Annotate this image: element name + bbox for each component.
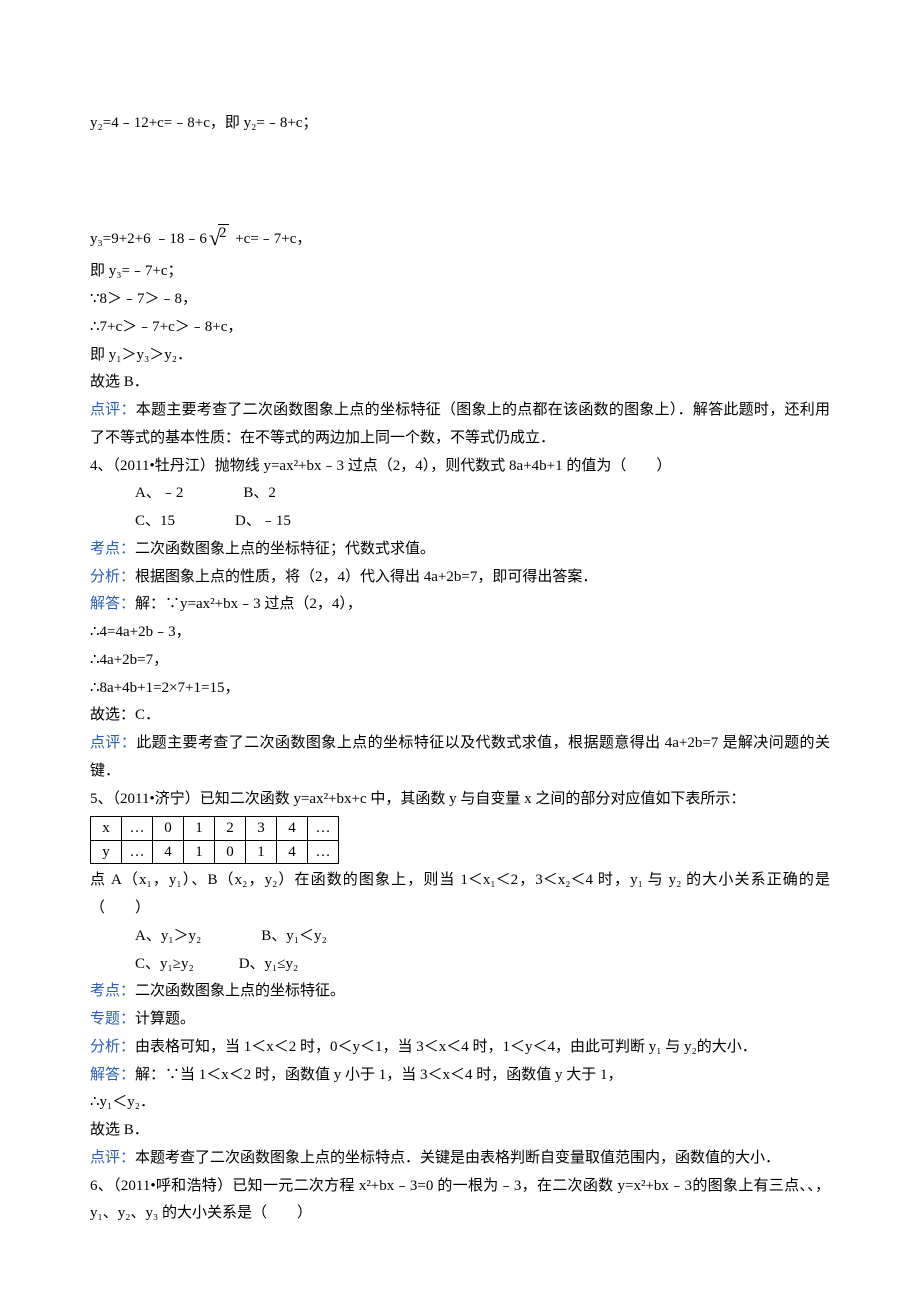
question-4: 4、（2011•牡丹江）抛物线 y=ax²+bx﹣3 过点（2，4），则代数式 … xyxy=(90,453,830,481)
label-comment: 点评： xyxy=(90,402,136,418)
label-dianping: 点评： xyxy=(90,1150,135,1166)
q5-options-cd: C、y₁≥y₂ D、y₁≤y₂ xyxy=(90,951,830,979)
label-fenxi: 分析： xyxy=(90,569,135,585)
q4-step1: ∴4=4a+2b﹣3， xyxy=(90,619,830,647)
label-zhuanti: 专题： xyxy=(90,1011,135,1027)
q5-step2: 故选 B． xyxy=(90,1117,830,1145)
label-kaodian: 考点： xyxy=(90,983,135,999)
question-6: 6、（2011•呼和浩特）已知一元二次方程 x²+bx﹣3=0 的一根为﹣3，在… xyxy=(90,1173,830,1229)
table-row: x…01234… xyxy=(91,817,339,841)
label-kaodian: 考点： xyxy=(90,541,135,557)
line-select-b: 故选 B． xyxy=(90,369,830,397)
q5-kaodian: 考点：二次函数图象上点的坐标特征。 xyxy=(90,978,830,1006)
question-5: 5、（2011•济宁）已知二次函数 y=ax²+bx+c 中，其函数 y 与自变… xyxy=(90,786,830,814)
q4-step3: ∴8a+4b+1=2×7+1=15， xyxy=(90,675,830,703)
y3-pre: y₃=9+2+6 ﹣18﹣6 xyxy=(90,231,207,247)
line-order: 即 y₁＞y₃＞y₂． xyxy=(90,342,830,370)
q4-jieda: 解答：解：∵y=ax²+bx﹣3 过点（2，4）， xyxy=(90,591,830,619)
q4-step4: 故选：C． xyxy=(90,702,830,730)
label-fenxi: 分析： xyxy=(90,1039,135,1055)
q4-dianping: 点评：此题主要考查了二次函数图象上点的坐标特征以及代数式求值，根据题意得出 4a… xyxy=(90,730,830,786)
value-table: x…01234… y…41014… xyxy=(90,816,339,864)
q5-options-ab: A、y₁＞y₂ B、y₁＜y₂ xyxy=(90,923,830,951)
line-y3-expr: y₃=9+2+6 ﹣18﹣6√2 +c=﹣7+c， xyxy=(90,218,830,259)
label-jieda: 解答： xyxy=(90,596,135,612)
q5-step1: ∴y₁＜y₂． xyxy=(90,1089,830,1117)
line-ineq1: ∵8＞﹣7＞﹣8， xyxy=(90,286,830,314)
q5-jieda: 解答：解：∵当 1＜x＜2 时，函数值 y 小于 1，当 3＜x＜4 时，函数值… xyxy=(90,1062,830,1090)
line-ineq2: ∴7+c＞﹣7+c＞﹣8+c， xyxy=(90,314,830,342)
q4-fenxi: 分析：根据图象上点的性质，将（2，4）代入得出 4a+2b=7，即可得出答案． xyxy=(90,564,830,592)
q5-text: 点 A（x₁，y₁）、B（x₂，y₂）在函数的图象上，则当 1＜x₁＜2，3＜x… xyxy=(90,867,830,923)
label-jieda: 解答： xyxy=(90,1067,135,1083)
q5-zhuanti: 专题：计算题。 xyxy=(90,1006,830,1034)
q4-options-ab: A、﹣2 B、2 xyxy=(90,480,830,508)
q4-step2: ∴4a+2b=7， xyxy=(90,647,830,675)
sqrt-icon: √2 xyxy=(209,218,230,259)
table-row: y…41014… xyxy=(91,840,339,864)
y3-post: +c=﹣7+c， xyxy=(231,231,311,247)
q4-kaodian: 考点：二次函数图象上点的坐标特征；代数式求值。 xyxy=(90,536,830,564)
line-y2: y₂=4﹣12+c=﹣8+c，即 y₂=﹣8+c； xyxy=(90,110,830,138)
q5-fenxi: 分析：由表格可知，当 1＜x＜2 时，0＜y＜1，当 3＜x＜4 时，1＜y＜4… xyxy=(90,1034,830,1062)
label-dianping: 点评： xyxy=(90,735,136,751)
line-y3: 即 y₃=﹣7+c； xyxy=(90,258,830,286)
q4-options-cd: C、15 D、﹣15 xyxy=(90,508,830,536)
comment-3: 点评：本题主要考查了二次函数图象上点的坐标特征（图象上的点都在该函数的图象上）．… xyxy=(90,397,830,453)
spacer xyxy=(90,138,830,218)
q5-dianping: 点评：本题考查了二次函数图象上点的坐标特点．关键是由表格判断自变量取值范围内，函… xyxy=(90,1145,830,1173)
